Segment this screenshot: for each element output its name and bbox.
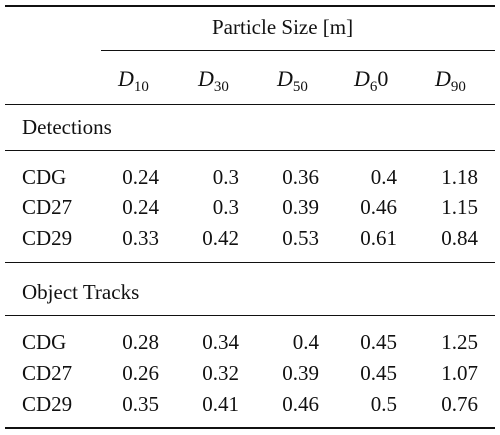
cell-value: 0.76 bbox=[441, 392, 478, 416]
section-title-object-tracks: Object Tracks bbox=[22, 280, 140, 304]
cell-value: 0.42 bbox=[202, 226, 239, 250]
column-header-d60: D60 bbox=[354, 66, 389, 95]
cell-value: 1.18 bbox=[441, 165, 478, 189]
row-label: CD27 bbox=[22, 361, 73, 385]
cell-value: 0.39 bbox=[282, 195, 319, 219]
section-title-detections: Detections bbox=[22, 115, 112, 139]
group-header-rule bbox=[101, 50, 495, 51]
row-label: CD29 bbox=[22, 226, 73, 250]
cell-value: 0.3 bbox=[212, 195, 239, 219]
cell-value: 0.3 bbox=[212, 165, 239, 189]
row-label: CD29 bbox=[22, 392, 73, 416]
cell-value: 0.53 bbox=[282, 226, 319, 250]
bottom-rule bbox=[5, 427, 495, 429]
cell-value: 0.61 bbox=[360, 226, 397, 250]
cell-value: 0.41 bbox=[202, 392, 239, 416]
row-label: CD27 bbox=[22, 195, 73, 219]
cell-value: 0.45 bbox=[360, 330, 397, 354]
section-divider-rule bbox=[5, 262, 495, 263]
cell-value: 0.24 bbox=[122, 195, 159, 219]
cell-value: 0.28 bbox=[122, 330, 159, 354]
group-header: Particle Size [m] bbox=[212, 15, 354, 39]
row-label: CDG bbox=[22, 165, 67, 189]
cell-value: 0.39 bbox=[282, 361, 319, 385]
cell-value: 0.4 bbox=[292, 330, 319, 354]
cell-value: 0.24 bbox=[122, 165, 159, 189]
cell-value: 0.35 bbox=[122, 392, 159, 416]
column-header-d10: D10 bbox=[118, 66, 149, 95]
cell-value: 0.46 bbox=[282, 392, 319, 416]
cell-value: 1.07 bbox=[441, 361, 478, 385]
column-header-d30: D30 bbox=[198, 66, 229, 95]
cell-value: 1.25 bbox=[441, 330, 478, 354]
cell-value: 1.15 bbox=[441, 195, 478, 219]
cell-value: 0.45 bbox=[360, 361, 397, 385]
cell-value: 0.36 bbox=[282, 165, 319, 189]
cell-value: 0.33 bbox=[122, 226, 159, 250]
column-header-d50: D50 bbox=[277, 66, 308, 95]
cell-value: 0.26 bbox=[122, 361, 159, 385]
cell-value: 0.32 bbox=[202, 361, 239, 385]
section-title-rule bbox=[5, 150, 495, 151]
header-rule bbox=[5, 104, 495, 105]
column-header-d90: D90 bbox=[435, 66, 466, 95]
cell-value: 0.84 bbox=[441, 226, 478, 250]
top-rule bbox=[5, 5, 495, 7]
cell-value: 0.5 bbox=[370, 392, 397, 416]
cell-value: 0.46 bbox=[360, 195, 397, 219]
row-label: CDG bbox=[22, 330, 67, 354]
cell-value: 0.4 bbox=[370, 165, 397, 189]
cell-value: 0.34 bbox=[202, 330, 239, 354]
section-title-rule bbox=[5, 315, 495, 316]
